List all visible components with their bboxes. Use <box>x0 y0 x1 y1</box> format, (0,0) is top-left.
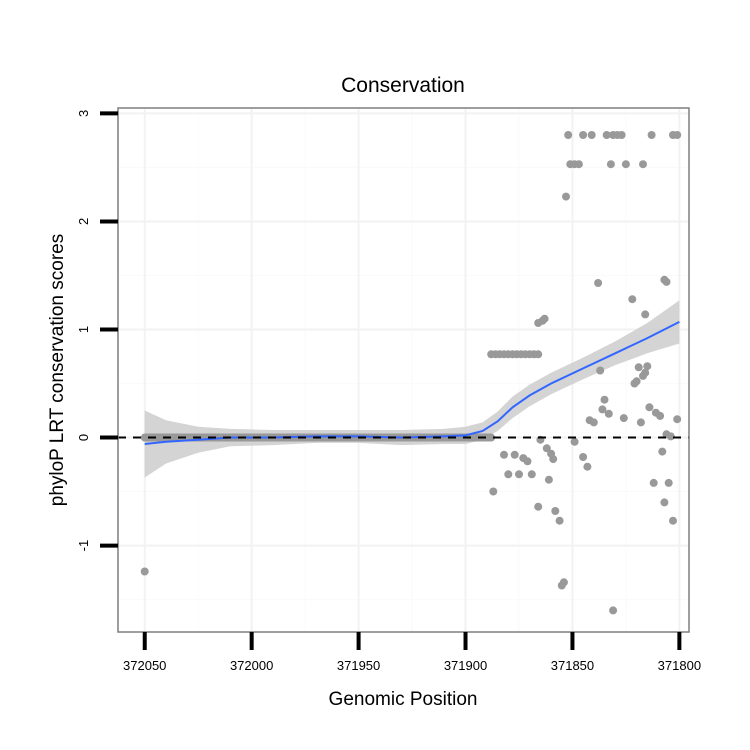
data-point <box>641 310 650 319</box>
data-point <box>596 366 605 375</box>
data-point <box>570 437 579 446</box>
data-point <box>647 131 656 139</box>
confidence-ribbon-layer <box>144 300 680 478</box>
x-tick-label: 372050 <box>123 658 166 673</box>
data-point <box>542 444 551 453</box>
data-point <box>621 160 630 169</box>
y-tick-label: -1 <box>76 540 91 552</box>
data-point <box>664 478 673 487</box>
data-point <box>589 418 598 427</box>
x-tick-label: 371850 <box>551 658 594 673</box>
data-point <box>559 578 568 587</box>
y-tick-label: 0 <box>76 434 91 441</box>
data-point <box>643 362 652 371</box>
data-point <box>641 368 650 377</box>
data-point <box>510 450 519 459</box>
y-axis-ticks: -1 0 1 2 3 <box>76 110 118 552</box>
data-point <box>583 462 592 471</box>
y-tick-label: 3 <box>76 110 91 117</box>
data-point <box>632 377 641 386</box>
y-tick-label: 2 <box>76 218 91 225</box>
data-point <box>555 516 564 525</box>
x-tick-label: 371950 <box>337 658 380 673</box>
data-point <box>551 507 560 515</box>
data-point <box>604 409 613 418</box>
data-point <box>544 475 553 484</box>
data-point <box>600 395 609 404</box>
data-point <box>636 418 645 427</box>
data-point <box>534 350 543 359</box>
data-point <box>662 277 671 286</box>
data-point <box>564 131 573 139</box>
y-axis-label: phyloP LRT conservation scores <box>47 234 68 507</box>
data-point <box>504 470 513 479</box>
data-point <box>609 606 618 615</box>
data-point <box>645 403 654 412</box>
data-point <box>598 405 607 414</box>
x-axis-label: Genomic Position <box>329 689 478 710</box>
data-point <box>579 131 588 139</box>
x-tick-label: 371800 <box>658 658 701 673</box>
data-point <box>669 516 677 525</box>
data-point <box>656 411 665 420</box>
panel-border <box>117 107 690 633</box>
data-point <box>534 502 543 511</box>
data-point <box>673 415 682 424</box>
data-point <box>574 160 583 169</box>
x-tick-label: 372000 <box>230 658 273 673</box>
data-point <box>628 295 637 304</box>
data-point <box>658 447 667 456</box>
x-tick-label: 371900 <box>444 658 487 673</box>
chart-title: Conservation <box>341 74 465 97</box>
y-tick-label: 1 <box>76 326 91 333</box>
confidence-ribbon <box>144 300 680 478</box>
data-point <box>617 131 626 139</box>
data-point <box>579 453 588 461</box>
x-axis-ticks: 372050 372000 371950 371900 371850 371800 <box>123 632 701 673</box>
data-point <box>527 470 536 479</box>
data-point <box>140 567 149 576</box>
data-point <box>660 498 669 507</box>
data-point <box>634 363 643 372</box>
data-point <box>587 131 596 139</box>
data-point <box>523 457 532 466</box>
data-point <box>594 279 603 287</box>
data-point <box>489 487 498 496</box>
data-point <box>562 192 570 201</box>
data-point <box>639 160 647 169</box>
data-point <box>515 470 523 479</box>
data-point <box>673 131 682 139</box>
data-point <box>500 450 508 459</box>
data-point <box>649 478 658 487</box>
data-point <box>619 414 628 423</box>
data-point <box>602 131 611 139</box>
data-point <box>666 432 675 441</box>
data-point <box>540 314 549 323</box>
data-point <box>606 160 615 169</box>
data-point <box>549 455 558 464</box>
